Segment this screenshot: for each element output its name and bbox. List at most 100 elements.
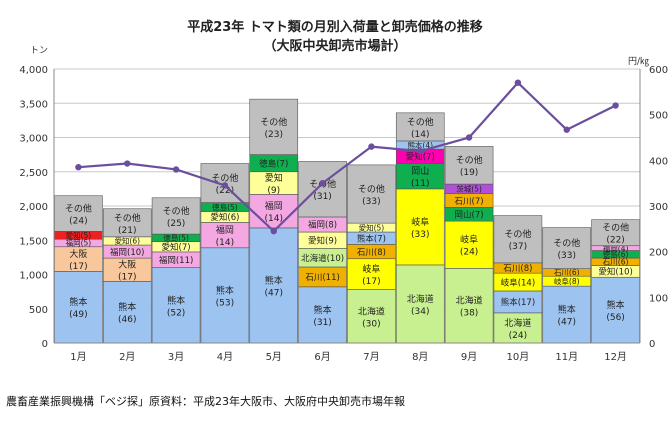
segment-label: 岐阜 xyxy=(460,234,478,246)
segment-label: 大阪 xyxy=(69,248,87,260)
left-tick-label: 2,500 xyxy=(19,168,48,179)
segment-label: 熊本 xyxy=(314,304,332,316)
segment-label: 石川(6) xyxy=(603,258,629,267)
segment-label: その他 xyxy=(114,212,141,224)
segment-label: (24) xyxy=(69,217,87,227)
segment-label: 福岡(8) xyxy=(308,220,337,231)
segment-label: (31) xyxy=(313,318,331,328)
segment-label: その他 xyxy=(260,116,287,128)
bar-segment xyxy=(200,163,250,203)
segment-label: 熊本 xyxy=(265,274,283,286)
segment-label: その他 xyxy=(504,228,531,240)
right-tick-label: 400 xyxy=(649,156,668,167)
stacked-bars: 熊本(49)大阪(17)福岡(5)愛知(5)その他(24)熊本(46)大阪(17… xyxy=(54,98,640,344)
segment-label: (37) xyxy=(509,242,527,252)
axes: 0 500 1,000 1,500 2,000 2,500 3,000 3,500 4,000 0… xyxy=(19,46,668,363)
segment-label: (33) xyxy=(362,197,380,207)
right-tick-label: 300 xyxy=(649,202,668,213)
segment-label: 石川(8) xyxy=(357,248,386,258)
segment-label: 愛知(7) xyxy=(406,152,435,163)
bar-segment xyxy=(151,197,201,235)
x-tick-label: 3月 xyxy=(168,351,184,363)
price-point xyxy=(514,79,522,86)
segment-label: 福岡(11) xyxy=(159,255,193,266)
price-point xyxy=(319,179,326,187)
segment-label: (46) xyxy=(118,315,136,325)
left-axis-unit: トン xyxy=(30,46,48,56)
price-point xyxy=(124,160,131,167)
segment-label: (22) xyxy=(606,236,624,246)
price-polyline xyxy=(78,81,617,233)
segment-label: 愛知(5) xyxy=(359,222,385,232)
segment-label: (22) xyxy=(216,186,234,196)
bar-segment xyxy=(347,164,396,224)
price-point xyxy=(172,166,180,173)
bar-segment xyxy=(444,220,494,269)
x-tick-label: 8月 xyxy=(412,351,428,363)
right-tick-label: 100 xyxy=(649,293,668,304)
bar-segment xyxy=(347,289,396,344)
segment-label: 石川(7) xyxy=(455,197,484,207)
segment-label: 愛知(9) xyxy=(308,236,337,247)
segment-label: 大阪 xyxy=(118,259,136,271)
x-tick-label: 9月 xyxy=(461,351,477,363)
x-tick-label: 5月 xyxy=(266,351,282,363)
segment-label: 北海道 xyxy=(358,305,385,317)
segment-label: 愛知 xyxy=(265,172,283,184)
price-point xyxy=(563,126,570,133)
segment-label: 福岡(4) xyxy=(603,244,629,253)
right-tick-label: 0 xyxy=(649,339,655,350)
segment-label: 石川(8) xyxy=(503,264,532,274)
segment-label: 愛知(6) xyxy=(210,212,239,223)
segment-label: 熊本(7) xyxy=(357,233,386,244)
segment-label: その他 xyxy=(456,154,483,166)
segment-label: (14) xyxy=(265,214,283,224)
bar-segment xyxy=(249,227,299,344)
segment-label: (17) xyxy=(69,262,87,272)
segment-label: 徳島(6) xyxy=(603,249,629,259)
x-tick-label: 11月 xyxy=(555,351,578,363)
left-tick-label: 1,500 xyxy=(19,236,48,247)
segment-label: 熊本 xyxy=(167,294,185,306)
bar-segment xyxy=(54,271,103,344)
x-tick-label: 6月 xyxy=(314,351,330,363)
bar-segment xyxy=(54,195,103,232)
bar-segment xyxy=(395,112,445,142)
segment-label: 石川(11) xyxy=(305,273,339,283)
segment-label: (53) xyxy=(216,298,234,308)
segment-label: (17) xyxy=(362,277,380,287)
left-tick-label: 500 xyxy=(29,305,48,316)
x-tick-label: 12月 xyxy=(604,351,627,363)
segment-label: (49) xyxy=(69,310,87,320)
right-tick-label: 200 xyxy=(649,248,668,259)
segment-label: (25) xyxy=(167,219,185,229)
left-tick-label: 3,500 xyxy=(19,99,48,110)
segment-label: 岡山(7) xyxy=(455,209,484,220)
left-tick-label: 1,000 xyxy=(19,271,48,282)
segment-label: 徳島(5) xyxy=(163,233,189,243)
segment-label: 岐阜 xyxy=(362,263,380,275)
bar-segment xyxy=(591,219,640,247)
segment-label: (9) xyxy=(267,186,280,196)
segment-label: 北海道(10) xyxy=(301,253,344,264)
segment-label: 熊本 xyxy=(118,301,136,313)
segment-label: その他 xyxy=(163,205,190,217)
bar-segment xyxy=(444,268,494,344)
segment-label: 岐阜 xyxy=(411,216,429,228)
price-line xyxy=(75,79,619,235)
segment-label: (30) xyxy=(362,319,380,329)
bar-segment xyxy=(249,98,299,155)
right-tick-label: 600 xyxy=(649,65,668,76)
segment-label: 福岡 xyxy=(265,200,283,212)
segment-label: (33) xyxy=(558,251,576,261)
segment-label: その他 xyxy=(407,116,434,128)
segment-label: 愛知(7) xyxy=(162,242,191,253)
segment-label: (52) xyxy=(167,308,185,318)
segment-label: その他 xyxy=(553,237,580,249)
bar-segment xyxy=(200,222,250,249)
x-tick-label: 10月 xyxy=(507,351,530,363)
segment-label: 熊本 xyxy=(558,304,576,316)
segment-label: (24) xyxy=(509,331,527,341)
segment-label: 北海道 xyxy=(456,295,483,307)
